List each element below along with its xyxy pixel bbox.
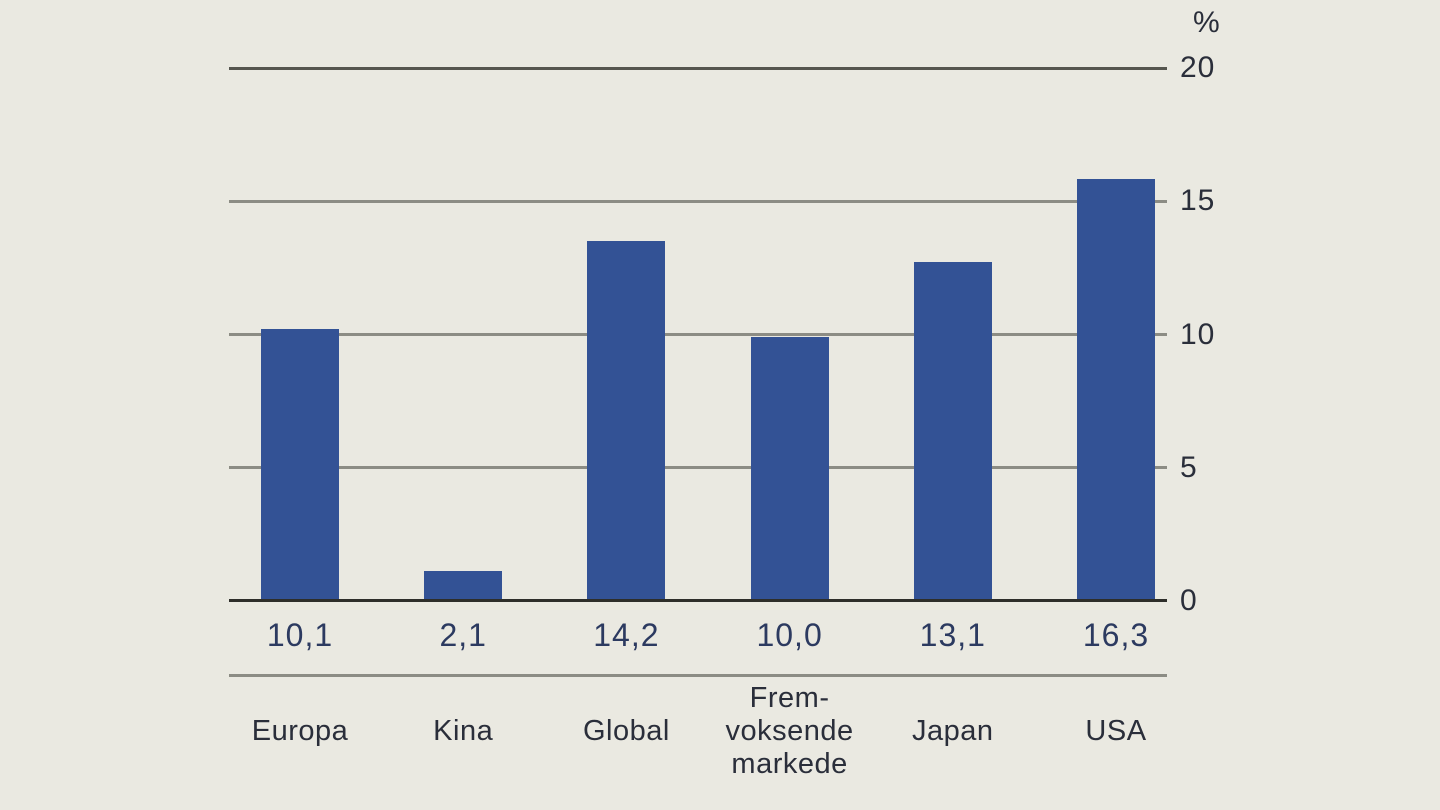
category-label-line: voksende [725, 714, 854, 747]
y-axis-tick-label: 5 [1180, 450, 1198, 484]
gridline-20 [229, 66, 1167, 70]
label-separator-line [229, 674, 1167, 677]
category-label-line: Frem- [749, 681, 830, 714]
y-axis-tick-label: 10 [1180, 317, 1216, 351]
value-label: 13,1 [919, 617, 986, 653]
category-label: USA [1085, 679, 1146, 783]
gridline-10 [229, 333, 1167, 336]
gridline-5 [229, 466, 1167, 470]
category-label-line: markede [731, 747, 848, 780]
category-label-line: Japan [912, 714, 994, 747]
category-label-line: Kina [433, 714, 494, 747]
category-label: Europa [252, 679, 349, 783]
y-axis-tick-label: 15 [1180, 184, 1216, 218]
bar-global [587, 241, 666, 601]
y-axis-unit-label: % [1193, 6, 1221, 39]
category-label-line: USA [1085, 714, 1147, 747]
category-label: Japan [912, 679, 994, 783]
category-label: Frem-voksende markede [726, 679, 854, 783]
bar-fremvoksende-markede [750, 337, 829, 601]
value-label: 16,3 [1082, 617, 1150, 653]
bar-usa [1077, 179, 1155, 601]
gridline-15 [229, 199, 1167, 203]
y-axis-tick-label: 0 [1180, 584, 1198, 617]
value-label: 10,1 [266, 617, 334, 653]
bar-europa [261, 329, 339, 601]
y-axis-tick-label: 20 [1180, 51, 1216, 84]
category-label-line: Global [582, 714, 670, 747]
value-label: 14,2 [593, 617, 660, 653]
x-axis-line [229, 599, 1167, 602]
category-label-line: Europa [251, 714, 349, 747]
value-label: 10,0 [756, 617, 823, 653]
category-label: Global [583, 679, 670, 783]
bar-kina [424, 571, 503, 601]
value-label: 2,1 [439, 617, 487, 653]
category-label: Kina [433, 679, 493, 783]
bar-japan [913, 262, 992, 601]
